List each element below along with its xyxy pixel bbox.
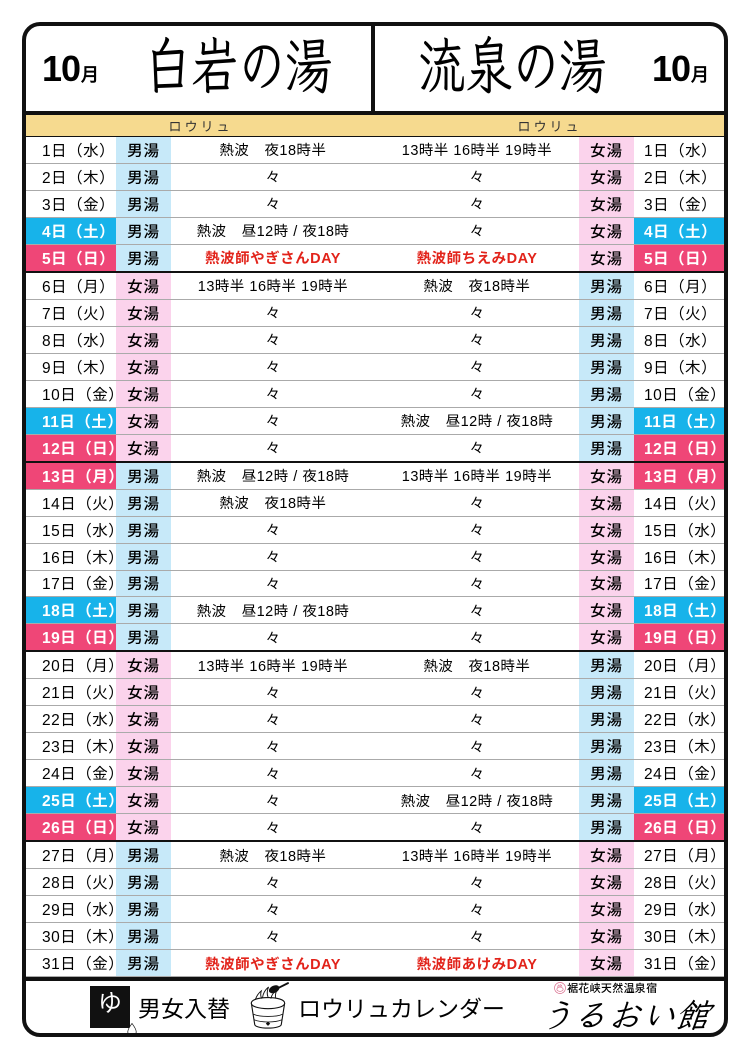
svg-text:ゆ: ゆ: [98, 991, 122, 1018]
